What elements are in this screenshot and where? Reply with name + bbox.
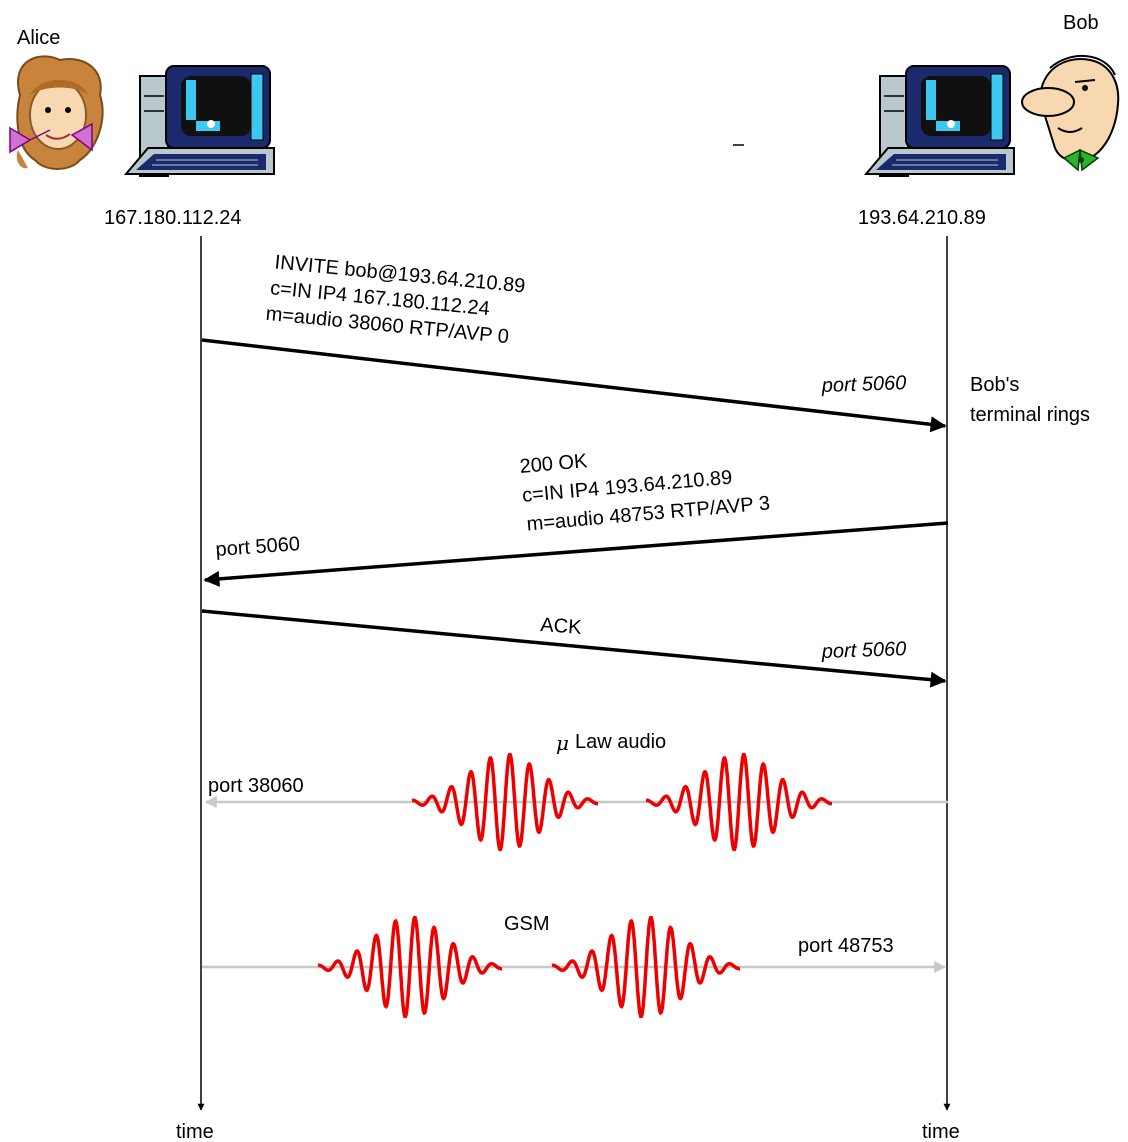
alice-face-icon bbox=[9, 55, 104, 170]
invite-message: INVITE bob@193.64.210.89 c=IN IP4 167.18… bbox=[201, 251, 947, 433]
bob-computer-icon bbox=[863, 65, 1015, 177]
invite-arrow bbox=[201, 338, 947, 433]
mulaw-symbol: μ bbox=[556, 731, 569, 755]
gsm-port: port 48753 bbox=[798, 935, 894, 957]
alice-computer-icon bbox=[123, 65, 275, 177]
mulaw-waveform-1 bbox=[412, 752, 598, 852]
mulaw-stream: μ Law audio port 38060 bbox=[204, 731, 948, 852]
ok-arrow bbox=[203, 521, 949, 587]
alice-time-label: time bbox=[176, 1121, 214, 1142]
gsm-waveform-1 bbox=[317, 915, 503, 1019]
bob-ip: 193.64.210.89 bbox=[858, 207, 986, 229]
gsm-waveform-2 bbox=[551, 915, 741, 1019]
mulaw-waveform-2 bbox=[646, 752, 832, 852]
ok-port: port 5060 bbox=[215, 533, 301, 561]
bob-status-line-2: terminal rings bbox=[970, 404, 1090, 426]
gsm-label: GSM bbox=[504, 913, 550, 935]
bob-name: Bob bbox=[1063, 12, 1099, 34]
bob-time-label: time bbox=[922, 1121, 960, 1142]
ok-message: 200 OK c=IN IP4 193.64.210.89 m=audio 48… bbox=[203, 450, 949, 587]
ack-message: ACK port 5060 bbox=[201, 609, 947, 688]
mulaw-label: Law audio bbox=[575, 731, 666, 753]
bob-status-line-1: Bob's bbox=[970, 374, 1019, 396]
bob-face-icon bbox=[1021, 55, 1120, 172]
ok-line-1: 200 OK bbox=[519, 450, 589, 478]
mulaw-port: port 38060 bbox=[208, 775, 304, 797]
ack-label: ACK bbox=[540, 614, 583, 639]
alice-ip: 167.180.112.24 bbox=[104, 207, 242, 229]
invite-port: port 5060 bbox=[820, 372, 906, 397]
alice-name: Alice bbox=[17, 27, 60, 49]
ack-port: port 5060 bbox=[820, 638, 906, 663]
gsm-stream: GSM port 48753 bbox=[202, 913, 947, 1019]
ack-arrow bbox=[201, 609, 947, 688]
